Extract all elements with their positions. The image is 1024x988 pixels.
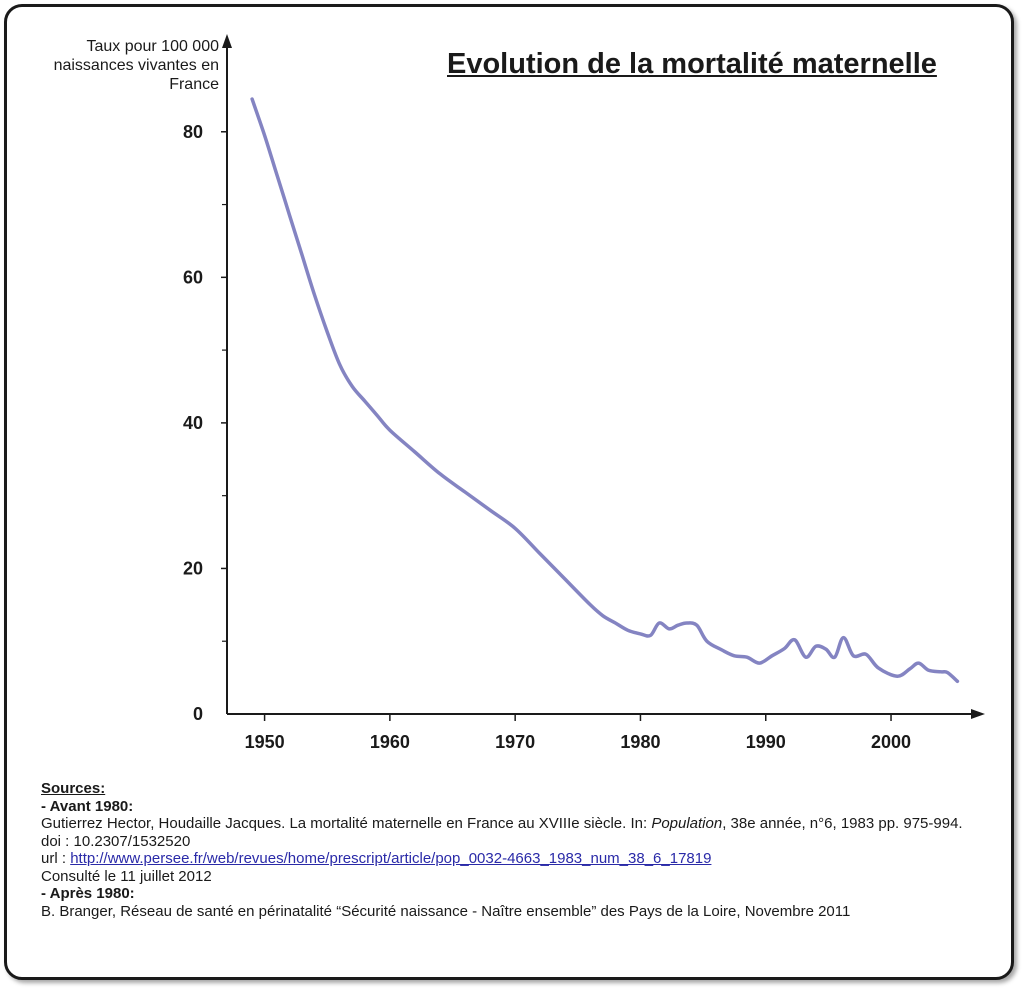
before-1980-label: - Avant 1980: [41,797,134,815]
y-tick-label: 60 [183,267,203,287]
x-axis-arrow [971,709,985,719]
chart-frame: Evolution de la mortalité maternelle Tau… [4,4,1014,980]
y-tick-label: 0 [193,704,203,724]
y-axis-arrow [222,34,232,48]
axis-ticks: 0 20 40 60 80 1950 1960 1970 1980 1990 2000 [183,122,911,752]
sources-block: Sources: - Avant 1980: Gutierrez Hector,… [41,780,1001,920]
x-tick-label: 1950 [245,732,285,752]
series-line-maternal-mortality [250,97,960,684]
consulted-date: Consulté le 11 juillet 2012 [41,867,212,885]
before-1980-reference: Gutierrez Hector, Houdaille Jacques. La … [41,815,1001,833]
after-1980-reference: B. Branger, Réseau de santé en périnatal… [41,902,851,920]
url-prefix: url : [41,850,71,867]
reference-text: Gutierrez Hector, Houdaille Jacques. La … [41,815,652,832]
x-tick-label: 2000 [871,732,911,752]
y-axis-label: Taux pour 100 000 naissances vivantes en… [53,38,219,93]
sources-heading: Sources: [41,780,106,797]
y-tick-label: 20 [183,558,203,578]
url-line: url : http://www.persee.fr/web/revues/ho… [41,850,1001,868]
doi-line: doi : 10.2307/1532520 [41,832,191,850]
x-tick-label: 1970 [495,732,535,752]
after-1980-label: - Après 1980: [41,885,135,902]
journal-name: Population [651,815,723,832]
source-url-link[interactable]: http://www.persee.fr/web/revues/home/pre… [70,850,712,867]
reference-details: , 38e année, n°6, 1983 pp. 975-994. [722,815,963,832]
x-tick-label: 1990 [746,732,786,752]
y-tick-label: 80 [183,122,203,142]
x-tick-label: 1980 [620,732,660,752]
y-tick-label: 40 [183,413,203,433]
chart-title: Evolution de la mortalité maternelle [447,48,937,80]
x-tick-label: 1960 [370,732,410,752]
line-chart: 0 20 40 60 80 1950 1960 1970 1980 1990 2000 [183,34,985,752]
